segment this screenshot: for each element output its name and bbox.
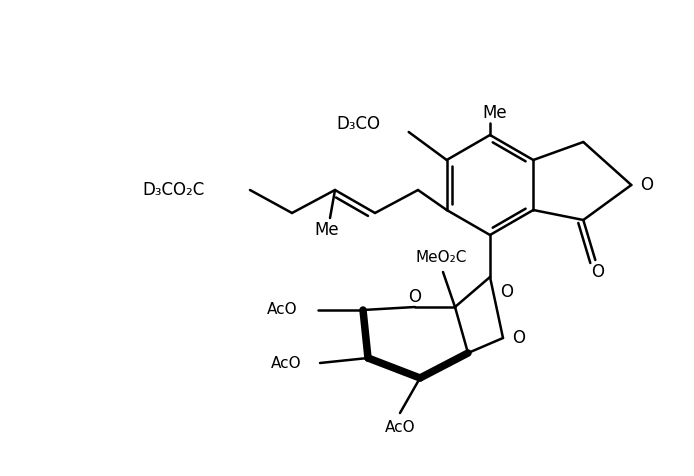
Text: D₃CO: D₃CO (337, 115, 381, 133)
Text: D₃CO₂C: D₃CO₂C (143, 181, 205, 199)
Text: O: O (641, 176, 653, 194)
Text: Me: Me (314, 221, 339, 239)
Text: AcO: AcO (384, 419, 415, 435)
Text: AcO: AcO (271, 356, 302, 370)
Text: Me: Me (483, 104, 507, 122)
Text: AcO: AcO (267, 303, 298, 317)
Text: MeO₂C: MeO₂C (415, 250, 466, 266)
Text: O: O (591, 263, 604, 281)
Text: O: O (500, 283, 513, 301)
Text: O: O (409, 288, 421, 306)
Text: O: O (512, 329, 525, 347)
